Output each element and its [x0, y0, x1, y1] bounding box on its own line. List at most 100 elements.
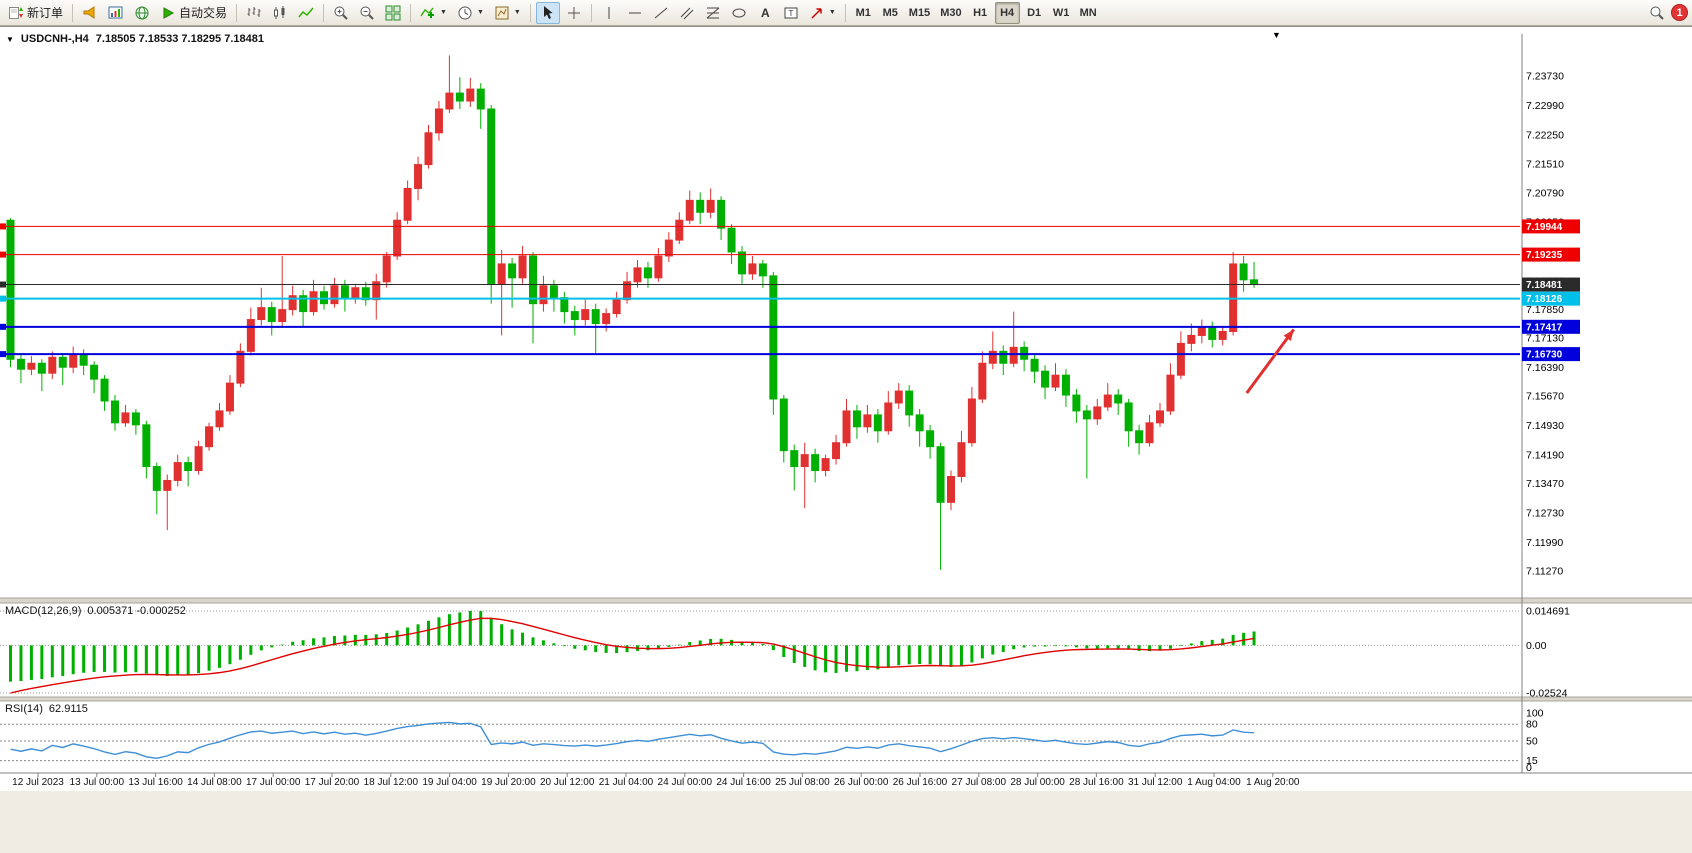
- zoom-in-button[interactable]: [329, 2, 353, 24]
- price-axis-label: 7.11270: [1526, 566, 1563, 578]
- candle-body: [278, 309, 287, 323]
- rsi-axis-label: 80: [1526, 719, 1538, 731]
- candle-body: [1009, 346, 1018, 364]
- candle-body: [1166, 374, 1175, 412]
- annotation-arrow[interactable]: [1245, 328, 1295, 394]
- market-charts-button[interactable]: [104, 2, 128, 24]
- price-tag: [1522, 319, 1580, 334]
- candle-body: [852, 410, 861, 428]
- candle-body: [152, 466, 161, 491]
- indicators-button[interactable]: ▼: [416, 2, 451, 24]
- price-axis-label: 7.23730: [1526, 71, 1564, 83]
- candle-body: [623, 281, 632, 301]
- candle-body: [1103, 394, 1112, 408]
- toolbar-separator: [236, 3, 238, 22]
- candle-body: [518, 255, 527, 279]
- candle-body: [372, 281, 381, 301]
- timeframe-m1-button[interactable]: M1: [855, 6, 871, 19]
- zoom-out-button[interactable]: [355, 2, 379, 24]
- candle-body: [173, 462, 182, 481]
- candle-body: [967, 398, 976, 444]
- candle-body: [121, 412, 130, 424]
- trendline-button[interactable]: [649, 2, 673, 24]
- shapes-button[interactable]: [727, 2, 751, 24]
- toolbar-separator: [590, 3, 592, 22]
- periods-button[interactable]: ▼: [453, 2, 488, 24]
- chart-window: 7.237307.229907.222507.215107.207907.200…: [0, 26, 1692, 853]
- candle-body: [539, 285, 548, 305]
- candle-body: [6, 219, 15, 360]
- crosshair-button[interactable]: [562, 2, 586, 24]
- annotation-arrowhead: [1283, 329, 1294, 341]
- candle-body: [999, 350, 1008, 364]
- timeframe-m30-button[interactable]: M30: [940, 6, 962, 19]
- candle-body: [184, 462, 193, 472]
- announcement-button[interactable]: [78, 2, 102, 24]
- trendline-icon: [654, 7, 668, 18]
- line-left-marker: [0, 281, 6, 288]
- candle-body: [1187, 334, 1196, 344]
- timeframe-h1-button[interactable]: H1: [973, 6, 988, 19]
- cursor-button[interactable]: [535, 1, 560, 24]
- toolbar: 新订单 自动交易: [0, 0, 1692, 26]
- time-axis-label: 20 Jul 12:00: [540, 777, 595, 788]
- templates-button[interactable]: ▼: [490, 2, 525, 24]
- line-chart-type-button[interactable]: [294, 2, 318, 24]
- autotrading-button[interactable]: 自动交易: [156, 2, 231, 24]
- fibonacci-button[interactable]: [701, 2, 725, 24]
- candle-body: [738, 251, 746, 275]
- time-axis-label: 27 Jul 08:00: [952, 777, 1007, 788]
- bar-chart-type-icon: [247, 6, 261, 17]
- panel-separator[interactable]: [0, 697, 1692, 701]
- timeframe-mn-button[interactable]: MN: [1079, 6, 1097, 19]
- text-button[interactable]: A: [753, 2, 777, 24]
- timeframe-m15-button[interactable]: M15: [908, 6, 931, 19]
- time-axis-label: 13 Jul 00:00: [70, 777, 125, 788]
- rsi-axis-label: 15: [1526, 755, 1538, 767]
- search-button[interactable]: [1645, 2, 1669, 24]
- candle-body: [1114, 394, 1123, 404]
- horizontal-line-icon: [628, 12, 641, 13]
- candle-body: [79, 354, 88, 366]
- price-axis-label: 7.12730: [1526, 508, 1564, 520]
- vertical-line-button[interactable]: [597, 2, 621, 24]
- candle-body: [424, 132, 433, 166]
- candle-body: [236, 350, 245, 384]
- candle-body: [215, 410, 224, 428]
- timeframe-h4-button[interactable]: H4: [994, 1, 1020, 24]
- price-tag-label: 7.18481: [1526, 280, 1563, 291]
- candle-body: [633, 267, 642, 283]
- candle-body: [549, 285, 558, 299]
- candle-body: [194, 446, 203, 472]
- tile-windows-button[interactable]: [381, 2, 405, 24]
- line-left-marker: [0, 351, 6, 358]
- timeframe-w1-button[interactable]: W1: [1052, 6, 1070, 19]
- timeframe-m5-button[interactable]: M5: [882, 6, 898, 19]
- line-left-marker: [0, 251, 6, 258]
- text-label-button[interactable]: T: [779, 2, 803, 24]
- candle-body: [309, 291, 318, 313]
- channel-button[interactable]: [675, 2, 699, 24]
- price-axis-label: 7.21510: [1526, 159, 1564, 171]
- candle-body: [1051, 374, 1060, 388]
- price-chart[interactable]: 7.237307.229907.222507.215107.207907.200…: [0, 27, 1692, 853]
- cursor-icon: [543, 5, 553, 19]
- community-button[interactable]: [130, 2, 154, 24]
- time-axis-label: 14 Jul 08:00: [187, 777, 242, 788]
- candle-body: [288, 295, 297, 311]
- price-axis-label: 7.17850: [1526, 304, 1564, 316]
- price-axis-label: 7.22250: [1526, 129, 1564, 141]
- bar-chart-type-button[interactable]: [242, 2, 266, 24]
- new-order-button[interactable]: 新订单: [4, 2, 67, 24]
- rsi-axis-label: 0: [1526, 762, 1532, 774]
- notification-badge[interactable]: 1: [1671, 4, 1688, 21]
- candle-body: [581, 309, 590, 321]
- candle-chart-type-button[interactable]: [268, 2, 292, 24]
- horizontal-line-button[interactable]: [623, 2, 647, 24]
- arrows-tool-button[interactable]: ▼: [805, 2, 840, 24]
- svg-text:A: A: [761, 6, 770, 20]
- panel-separator[interactable]: [0, 598, 1692, 603]
- candle-body: [1197, 326, 1206, 336]
- timeframe-d1-button[interactable]: D1: [1027, 6, 1042, 19]
- time-axis-label: 17 Jul 20:00: [305, 777, 360, 788]
